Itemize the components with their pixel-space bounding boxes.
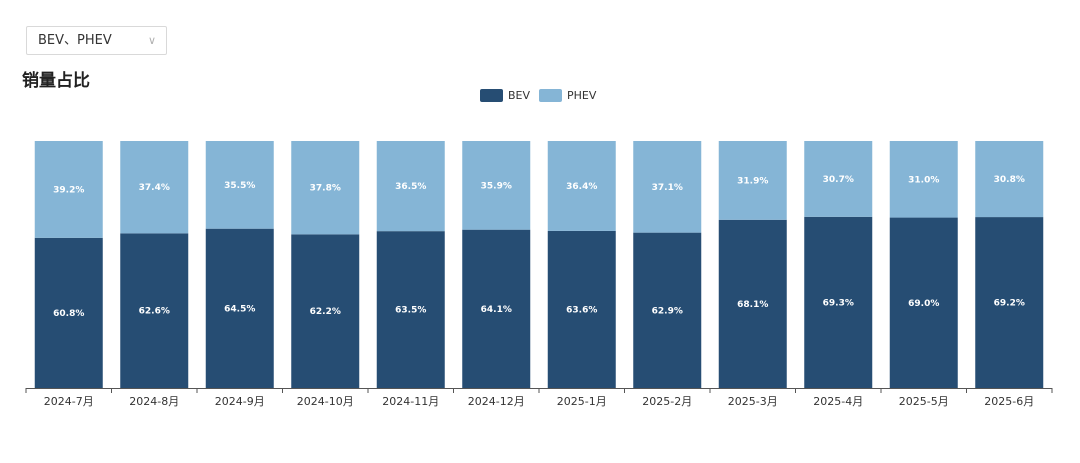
data-label-bev: 62.2% <box>310 307 341 317</box>
data-label-phev: 37.4% <box>139 183 170 193</box>
x-tick-label: 2024-8月 <box>129 395 179 408</box>
legend-item-bev[interactable]: BEV <box>480 89 530 102</box>
data-label-bev: 69.0% <box>908 299 939 309</box>
bar-bev[interactable] <box>547 230 616 388</box>
data-label-phev: 35.9% <box>481 181 512 191</box>
data-label-bev: 60.8% <box>53 309 84 319</box>
bar-bev[interactable] <box>975 217 1044 388</box>
legend-swatch <box>480 89 503 102</box>
x-tick-label: 2025-4月 <box>813 395 863 408</box>
legend-label: BEV <box>508 89 530 102</box>
bar-bev[interactable] <box>205 228 274 388</box>
data-label-bev: 68.1% <box>737 300 768 310</box>
bar-bev[interactable] <box>889 217 958 388</box>
bar-bev[interactable] <box>804 216 873 388</box>
x-tick-label: 2024-10月 <box>297 395 354 408</box>
data-label-bev: 64.5% <box>224 304 255 314</box>
series-filter-select[interactable]: BEV、PHEV ∨ <box>26 26 167 55</box>
bar-phev[interactable] <box>804 141 873 217</box>
bar-bev[interactable] <box>34 237 103 388</box>
data-label-phev: 30.8% <box>994 175 1025 185</box>
bar-phev[interactable] <box>462 141 531 230</box>
x-tick-label: 2024-9月 <box>215 395 265 408</box>
data-label-bev: 63.5% <box>395 306 426 316</box>
data-label-phev: 36.4% <box>566 182 597 192</box>
data-label-bev: 62.6% <box>139 307 170 317</box>
bar-phev[interactable] <box>205 141 274 229</box>
bar-phev[interactable] <box>291 141 360 235</box>
bar-phev[interactable] <box>547 141 616 231</box>
data-label-bev: 64.1% <box>481 305 512 315</box>
data-label-bev: 69.3% <box>823 298 854 308</box>
data-label-phev: 37.1% <box>652 183 683 193</box>
bar-bev[interactable] <box>633 232 702 388</box>
chart-title: 销量占比 <box>22 71 90 91</box>
legend-item-phev[interactable]: PHEV <box>539 89 597 102</box>
x-tick-label: 2025-6月 <box>984 395 1034 408</box>
chevron-down-icon: ∨ <box>147 34 156 47</box>
x-tick-label: 2024-12月 <box>468 395 525 408</box>
bar-phev[interactable] <box>376 141 445 232</box>
x-tick-label: 2025-2月 <box>642 395 692 408</box>
bar-bev[interactable] <box>718 219 787 388</box>
x-tick-label: 2024-11月 <box>382 395 439 408</box>
bar-bev[interactable] <box>291 234 360 388</box>
bar-bev[interactable] <box>120 233 189 388</box>
data-label-phev: 31.9% <box>737 176 768 186</box>
data-label-phev: 30.7% <box>823 175 854 185</box>
data-label-phev: 39.2% <box>53 185 84 195</box>
data-label-bev: 69.2% <box>994 299 1025 309</box>
data-label-phev: 37.8% <box>310 184 341 194</box>
series-filter-value: BEV、PHEV <box>38 33 112 48</box>
x-tick-label: 2025-1月 <box>557 395 607 408</box>
legend-label: PHEV <box>567 89 597 102</box>
bar-phev[interactable] <box>34 141 103 238</box>
bar-phev[interactable] <box>718 141 787 220</box>
data-label-phev: 35.5% <box>224 181 255 191</box>
bar-phev[interactable] <box>633 141 702 233</box>
bar-phev[interactable] <box>975 141 1044 218</box>
data-label-phev: 36.5% <box>395 182 426 192</box>
data-label-phev: 31.0% <box>908 175 939 185</box>
x-tick-label: 2024-7月 <box>44 395 94 408</box>
x-tick-label: 2025-3月 <box>728 395 778 408</box>
bar-bev[interactable] <box>462 229 531 388</box>
data-label-bev: 63.6% <box>566 305 597 315</box>
bar-phev[interactable] <box>889 141 958 218</box>
bar-phev[interactable] <box>120 141 189 234</box>
legend-swatch <box>539 89 562 102</box>
data-label-bev: 62.9% <box>652 306 683 316</box>
bar-bev[interactable] <box>376 231 445 388</box>
x-tick-label: 2025-5月 <box>899 395 949 408</box>
